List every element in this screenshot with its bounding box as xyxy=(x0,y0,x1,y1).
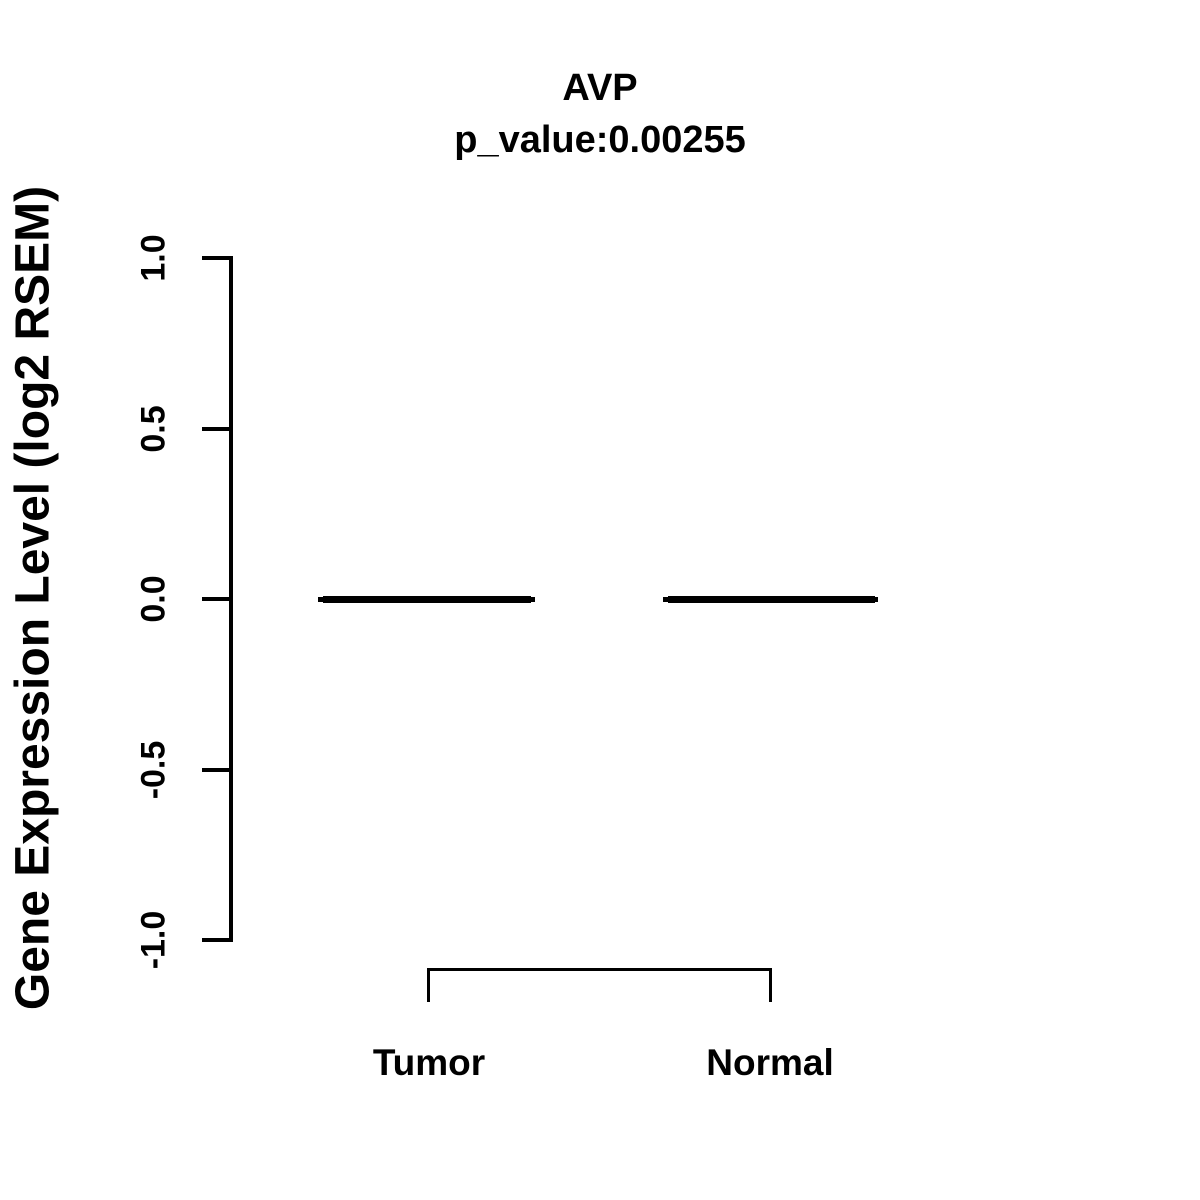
y-axis-tick xyxy=(202,597,230,601)
comparison-bracket-right xyxy=(769,968,772,1002)
whisker-cap xyxy=(872,597,878,602)
chart-subtitle-pvalue: p_value:0.00255 xyxy=(454,119,746,161)
comparison-bracket-top xyxy=(427,968,772,971)
y-tick-label: -0.5 xyxy=(134,740,173,800)
y-axis-tick xyxy=(202,427,230,431)
y-tick-label: 1.0 xyxy=(134,234,173,282)
y-axis-tick xyxy=(202,768,230,772)
y-axis-tick xyxy=(202,938,230,942)
whisker-cap xyxy=(663,597,669,602)
y-axis-line xyxy=(229,256,233,942)
y-axis-tick xyxy=(202,256,230,260)
y-tick-label: 0.0 xyxy=(134,575,173,623)
chart-title-block: AVP p_value:0.00255 xyxy=(0,62,1200,166)
y-tick-label: -1.0 xyxy=(134,910,173,970)
whisker-cap xyxy=(318,597,324,602)
boxplot-median-line-normal xyxy=(668,596,875,603)
whisker-cap xyxy=(529,597,535,602)
chart-title: AVP xyxy=(562,67,638,109)
x-category-label-normal: Normal xyxy=(706,1042,834,1083)
y-axis-title: Gene Expression Level (log2 RSEM) xyxy=(6,185,60,1011)
boxplot-median-line-tumor xyxy=(323,596,531,603)
x-category-label-tumor: Tumor xyxy=(372,1042,486,1083)
y-tick-label: 0.5 xyxy=(134,405,173,453)
comparison-bracket-left xyxy=(427,968,430,1002)
